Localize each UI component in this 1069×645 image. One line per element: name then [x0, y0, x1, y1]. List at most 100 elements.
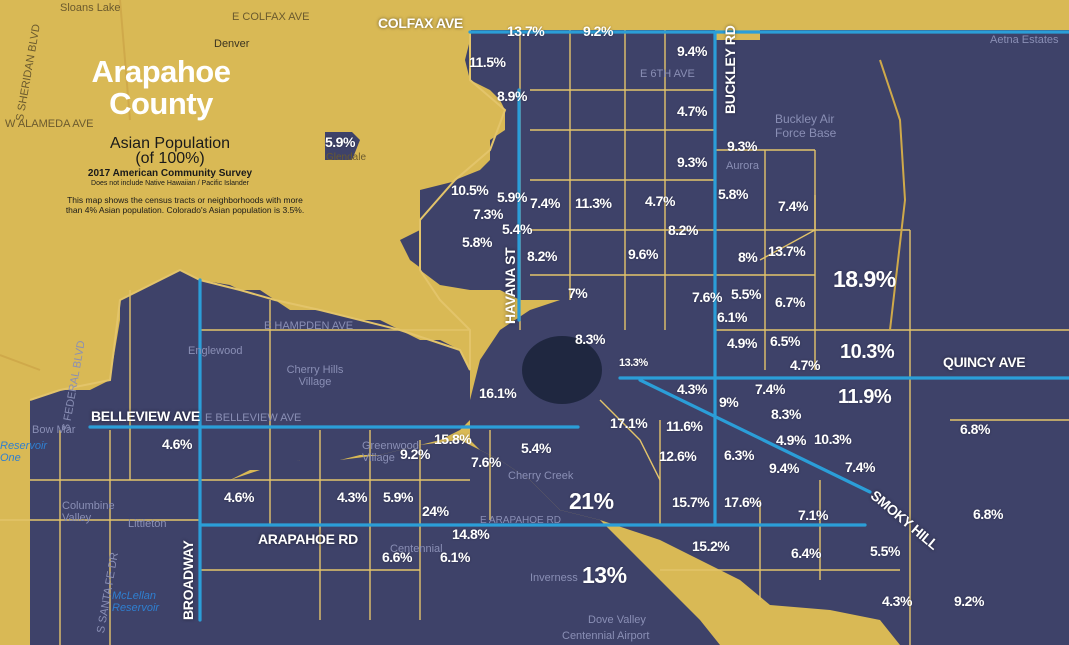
tract-label: 9.3%	[677, 154, 707, 170]
smoky-hill-road-line	[638, 378, 872, 494]
highway-line	[119, 0, 131, 121]
title-line-1: Arapahoe	[91, 54, 231, 89]
tract-label: 12.6%	[659, 448, 697, 464]
highways	[0, 0, 907, 371]
tract-label: 11.6%	[666, 418, 703, 434]
tract-area-glendale	[325, 132, 360, 160]
tract-label: 13.3%	[619, 357, 648, 369]
place-centennial: Centennial	[390, 543, 443, 555]
tract-label: 7.4%	[845, 459, 875, 475]
tract-label: 10.3%	[814, 431, 852, 447]
tract-label: 6.8%	[960, 421, 990, 437]
tract-label: 11.3%	[575, 195, 612, 211]
tract-label: 7.4%	[530, 195, 560, 211]
map-subtitle: Asian Population (of 100%) 2017 American…	[70, 136, 270, 188]
tract-label: 21%	[569, 488, 614, 514]
tract-label: 6.4%	[791, 545, 821, 561]
place-cherry-hills: Cherry Hills Village	[286, 364, 344, 388]
tract-area-north	[420, 30, 1069, 645]
tract-label: 7.6%	[471, 454, 501, 470]
tract-label: 6.7%	[775, 294, 805, 310]
place-e-arapahoe: E ARAPAHOE RD	[480, 515, 561, 526]
county-outline	[29, 30, 507, 401]
map-title: Arapahoe County	[86, 56, 236, 120]
tract-label: 7.4%	[778, 198, 808, 214]
tract-label: 5.9%	[325, 134, 355, 150]
place-e-colfax: E COLFAX AVE	[232, 11, 310, 23]
reservoir	[522, 336, 602, 404]
tract-label: 7.3%	[473, 206, 503, 222]
tract-label: 5.9%	[497, 189, 527, 205]
tract-label: 9.2%	[400, 446, 430, 462]
place-dove-valley: Dove Valley	[588, 614, 646, 626]
description-line-1: This map shows the census tracts or neig…	[67, 195, 303, 205]
tract-label: 5.4%	[502, 221, 532, 237]
tract-label: 8.2%	[668, 222, 698, 238]
road-label-buckley: BUCKLEY RD	[722, 25, 738, 114]
place-e-hampden: E HAMPDEN AVE	[264, 320, 354, 332]
subtitle-line-2: (of 100%)	[135, 150, 205, 167]
tract-area-southwest	[30, 270, 200, 645]
tract-label: 17.1%	[610, 415, 648, 431]
tract-label: 13.7%	[768, 243, 806, 259]
tract-label: 14.8%	[452, 526, 490, 542]
place-aetna: Aetna Estates	[990, 34, 1059, 46]
tract-label: 4.9%	[776, 432, 806, 448]
highway-line	[0, 354, 41, 371]
tract-label: 6.1%	[440, 549, 470, 565]
tract-label: 11.5%	[469, 54, 506, 70]
tract-label: 10.5%	[451, 182, 489, 198]
place-greenwood: Greenwood Village	[362, 440, 419, 464]
tract-area-south	[200, 440, 720, 645]
tract-label: 5.8%	[718, 186, 748, 202]
tract-label: 4.3%	[677, 381, 707, 397]
tract-label: 13%	[582, 562, 627, 588]
tract-boundary-line	[599, 399, 661, 481]
place-airport: Centennial Airport	[562, 630, 650, 642]
tract-label: 5.9%	[383, 489, 413, 505]
tract-label: 8.3%	[771, 406, 801, 422]
place-bow-mar: Bow Mar	[32, 424, 76, 436]
tract-label: 9%	[719, 394, 739, 410]
place-denver: Denver	[214, 38, 250, 50]
tract-label: 24%	[422, 503, 449, 519]
place-aurora: Aurora	[726, 160, 760, 172]
tract-label: 8.9%	[497, 88, 527, 104]
place-littleton: Littleton	[128, 518, 167, 530]
tract-label: 15.8%	[434, 431, 472, 447]
tract-label: 5.4%	[521, 440, 551, 456]
tract-label: 6.8%	[973, 506, 1003, 522]
tract-label: 6.1%	[717, 309, 747, 325]
tract-areas	[30, 30, 1069, 645]
tract-label: 4.7%	[645, 193, 675, 209]
tract-label: 8.3%	[575, 331, 605, 347]
place-inverness: Inverness	[530, 572, 578, 584]
tract-label: 6.5%	[770, 333, 800, 349]
place-e-belleview: E BELLEVIEW AVE	[205, 412, 302, 424]
place-sloans-lake: Sloans Lake	[60, 2, 121, 14]
tract-label: 9.2%	[583, 23, 613, 39]
road-label-arapahoe: ARAPAHOE RD	[258, 531, 358, 547]
title-line-2: County	[109, 86, 213, 121]
tract-label: 9.4%	[769, 460, 799, 476]
road-label-broadway: BROADWAY	[180, 540, 196, 620]
tract-area-center	[200, 280, 470, 490]
tract-label: 4.6%	[224, 489, 254, 505]
tract-label: 10.3%	[840, 341, 895, 363]
tract-label: 15.7%	[672, 494, 710, 510]
map-description: This map shows the census tracts or neig…	[40, 195, 330, 215]
tract-label: 18.9%	[833, 266, 896, 292]
place-reservoir: Reservoir One	[0, 440, 48, 464]
tract-label: 4.7%	[790, 357, 820, 373]
tract-label: 7.1%	[798, 507, 828, 523]
tract-label: 5.8%	[462, 234, 492, 250]
place-columbine: Columbine Valley	[62, 500, 115, 524]
place-englewood: Englewood	[188, 345, 243, 357]
tract-label: 7.6%	[692, 289, 722, 305]
tract-label: 15.2%	[692, 538, 730, 554]
place-w-alameda: W ALAMEDA AVE	[5, 118, 94, 130]
major-roads	[88, 30, 1069, 622]
tract-label: 6.3%	[724, 447, 754, 463]
